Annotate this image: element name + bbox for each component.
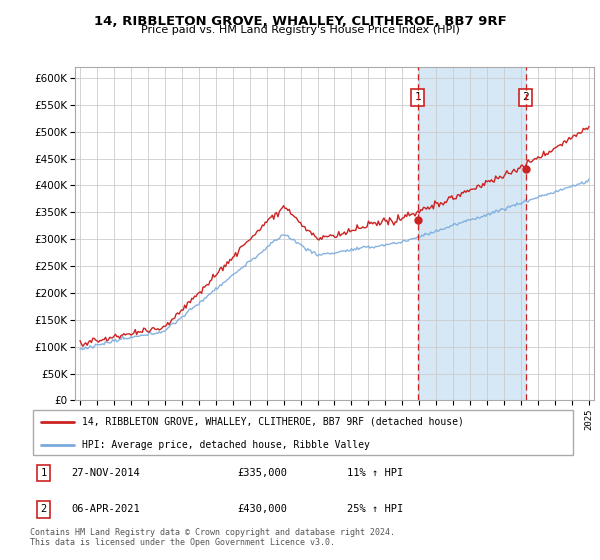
Text: 2: 2 xyxy=(522,92,529,102)
Text: 2: 2 xyxy=(41,505,47,515)
Text: 1: 1 xyxy=(41,468,47,478)
Text: 14, RIBBLETON GROVE, WHALLEY, CLITHEROE, BB7 9RF (detached house): 14, RIBBLETON GROVE, WHALLEY, CLITHEROE,… xyxy=(82,417,464,427)
Text: 1: 1 xyxy=(414,92,421,102)
Text: £430,000: £430,000 xyxy=(238,505,287,515)
FancyBboxPatch shape xyxy=(33,410,573,455)
Text: HPI: Average price, detached house, Ribble Valley: HPI: Average price, detached house, Ribb… xyxy=(82,440,370,450)
Text: 06-APR-2021: 06-APR-2021 xyxy=(71,505,140,515)
Text: 14, RIBBLETON GROVE, WHALLEY, CLITHEROE, BB7 9RF: 14, RIBBLETON GROVE, WHALLEY, CLITHEROE,… xyxy=(94,15,506,27)
Text: Contains HM Land Registry data © Crown copyright and database right 2024.
This d: Contains HM Land Registry data © Crown c… xyxy=(30,528,395,547)
Text: 11% ↑ HPI: 11% ↑ HPI xyxy=(347,468,403,478)
Text: 25% ↑ HPI: 25% ↑ HPI xyxy=(347,505,403,515)
Text: £335,000: £335,000 xyxy=(238,468,287,478)
Text: 27-NOV-2014: 27-NOV-2014 xyxy=(71,468,140,478)
Text: Price paid vs. HM Land Registry's House Price Index (HPI): Price paid vs. HM Land Registry's House … xyxy=(140,25,460,35)
Bar xyxy=(418,67,526,400)
